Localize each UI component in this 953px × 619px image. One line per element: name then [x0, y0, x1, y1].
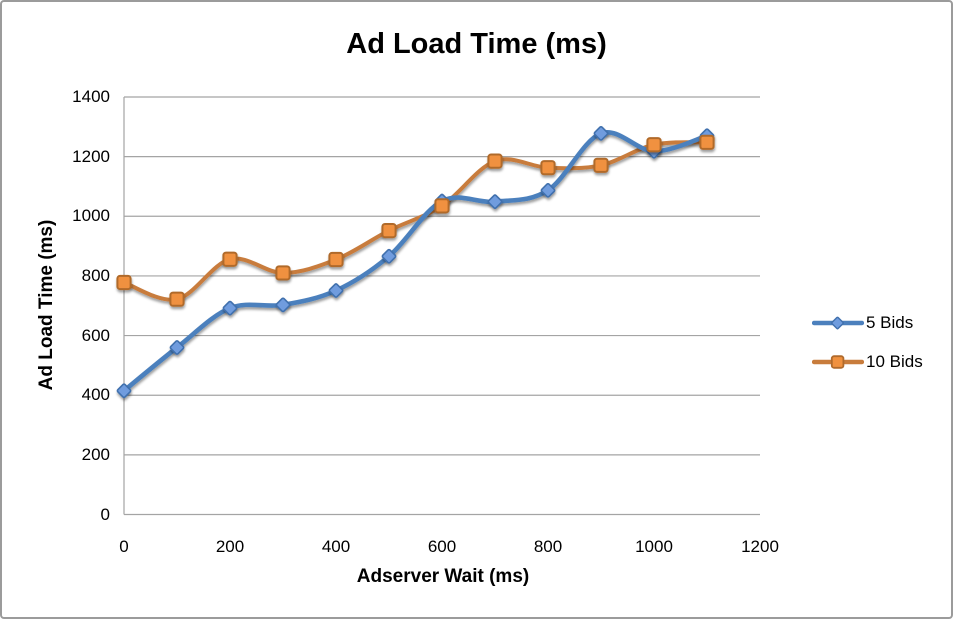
- legend-label-10-bids: 10 Bids: [866, 352, 923, 371]
- x-tick-label: 0: [119, 537, 129, 556]
- legend-item-5-bids: 5 Bids: [812, 313, 923, 333]
- x-tick-label: 1000: [635, 537, 673, 556]
- x-tick-label: 1200: [741, 537, 779, 556]
- x-tick-label: 600: [427, 537, 457, 556]
- y-tick-label: 600: [81, 325, 110, 345]
- legend-label-5-bids: 5 Bids: [866, 313, 914, 332]
- y-tick-label: 200: [81, 444, 110, 464]
- x-tick-label: 200: [215, 537, 245, 556]
- x-tick-label: 400: [321, 537, 351, 556]
- y-tick-label: 400: [81, 385, 110, 405]
- y-tick-label: 0: [100, 504, 110, 524]
- y-tick-label: 1400: [72, 87, 110, 106]
- legend: 5 Bids 10 Bids: [812, 313, 923, 391]
- x-axis-title: Adserver Wait (ms): [356, 566, 530, 587]
- x-tick-label: 800: [533, 537, 563, 556]
- chart-title: Ad Load Time (ms): [346, 28, 607, 60]
- legend-item-10-bids: 10 Bids: [812, 352, 923, 372]
- legend-swatch-10-bids-icon: [812, 355, 864, 369]
- y-tick-label: 1200: [72, 146, 110, 166]
- legend-swatch-5-bids-icon: [812, 316, 864, 330]
- y-tick-label: 1000: [72, 206, 110, 226]
- y-tick-label: 800: [81, 265, 110, 285]
